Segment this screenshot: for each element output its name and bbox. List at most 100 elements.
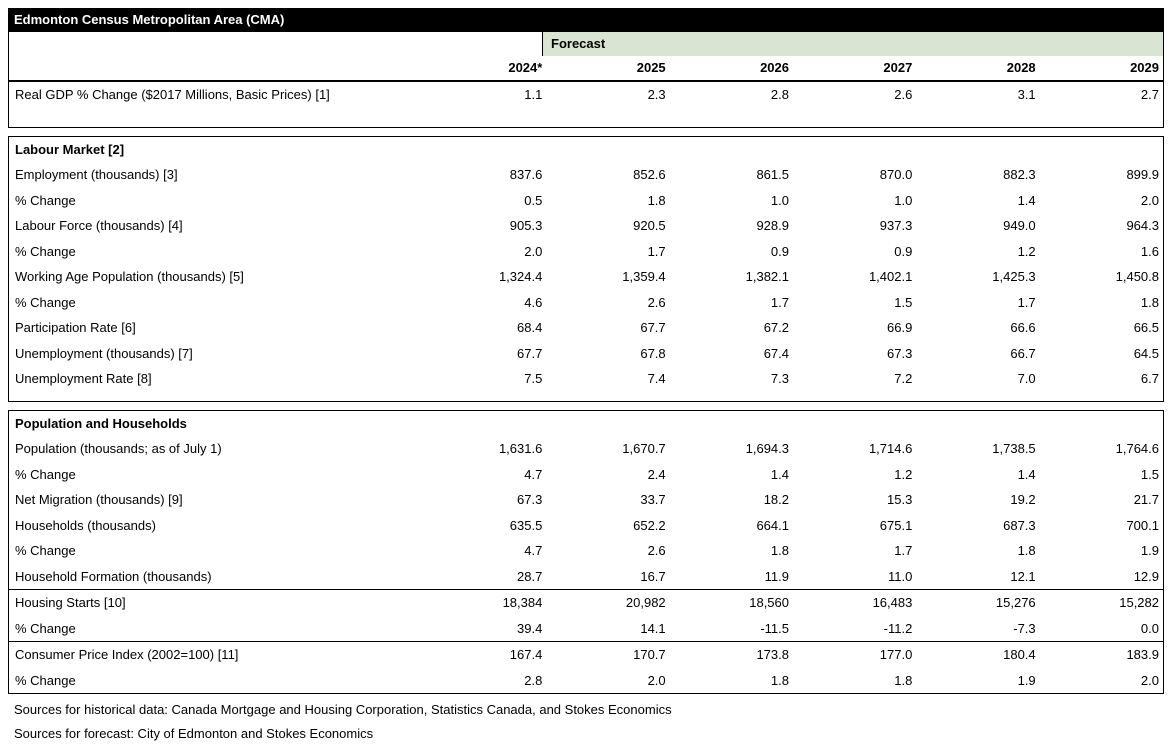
cell-value: 1.6 xyxy=(1140,243,1159,259)
cell-value: -7.3 xyxy=(1013,620,1036,636)
cell-value: 66.6 xyxy=(1010,320,1036,335)
housing-starts-section: Housing Starts [10] 18,384 20,982 18,560 16,… xyxy=(8,590,1164,642)
row-label: % Change xyxy=(15,294,76,310)
cell-value: -11.5 xyxy=(760,620,789,636)
cell-value: 1,382.1 xyxy=(745,269,789,284)
cell-value: 18,384 xyxy=(502,595,543,610)
year-column-header: 2025 xyxy=(636,60,666,75)
table-row: Unemployment Rate [8] 7.5 7.4 7.3 7.2 7.0 6.7 xyxy=(9,366,1163,392)
cell-value: 15,282 xyxy=(1119,595,1159,610)
source-note-forecast: Sources for forecast: City of Edmonton a… xyxy=(14,726,374,741)
cell-value: 920.5 xyxy=(633,218,666,233)
cell-value: 870.0 xyxy=(879,167,913,182)
cell-value: 0.5 xyxy=(524,192,543,208)
cell-value: 67.3 xyxy=(517,492,543,507)
cell-value: 4.7 xyxy=(524,466,543,482)
labour-market-section-header: Labour Market [2] xyxy=(15,141,125,157)
row-label: Household Formation (thousands) xyxy=(15,568,212,584)
table-row: Consumer Price Index (2002=100) [11] 167.… xyxy=(9,642,1163,668)
table-row: Housing Starts [10] 18,384 20,982 18,560 16,… xyxy=(9,590,1163,616)
cell-value: 67.4 xyxy=(763,345,789,361)
cell-value: 1,764.6 xyxy=(1115,441,1159,456)
cell-value: 1.5 xyxy=(1140,466,1159,482)
cell-value: 1.4 xyxy=(770,466,789,482)
forecast-table: Edmonton Census Metropolitan Area (CMA) … xyxy=(8,8,1164,745)
cell-value: 15.3 xyxy=(887,492,913,507)
cell-value: -11.2 xyxy=(883,620,913,636)
row-label: Employment (thousands) [3] xyxy=(15,167,178,182)
cell-value: 1.8 xyxy=(647,192,666,208)
table-row: % Change 4.7 2.4 1.4 1.2 1.4 1.5 xyxy=(9,462,1163,488)
cell-value: 18.2 xyxy=(763,492,789,507)
cell-value: 167.4 xyxy=(509,647,543,662)
row-label: Consumer Price Index (2002=100) [11] xyxy=(15,647,239,662)
row-label: % Change xyxy=(15,672,76,688)
cell-value: 861.5 xyxy=(756,167,789,182)
cell-value: 2.4 xyxy=(647,466,666,482)
cell-value: 1.8 xyxy=(894,672,913,688)
cell-value: 11.0 xyxy=(887,568,913,584)
table-row: Household Formation (thousands) 28.7 16.7 1… xyxy=(9,564,1163,590)
row-label: Unemployment (thousands) [7] xyxy=(15,345,193,361)
cell-value: 1.8 xyxy=(1017,543,1036,558)
cell-value: 21.7 xyxy=(1133,492,1159,507)
cell-value: 39.4 xyxy=(517,620,543,636)
cell-value: 700.1 xyxy=(1126,517,1159,533)
cell-value: 1,631.6 xyxy=(498,441,543,456)
cell-value: 2.6 xyxy=(647,294,666,310)
cell-value: 852.6 xyxy=(633,167,666,182)
cell-value: 28.7 xyxy=(517,568,543,584)
cell-value: 4.7 xyxy=(524,543,543,558)
cell-value: 837.6 xyxy=(509,167,543,182)
cell-value: 64.5 xyxy=(1133,345,1159,361)
cell-value: 652.2 xyxy=(633,517,666,533)
cell-value: 1,738.5 xyxy=(992,441,1036,456)
cell-value: 14.1 xyxy=(640,620,666,636)
cell-value: 66.7 xyxy=(1010,345,1036,361)
cell-value: 0.9 xyxy=(770,243,789,259)
row-label: Housing Starts [10] xyxy=(15,595,126,610)
cell-value: 1.8 xyxy=(770,543,789,558)
cell-value: 177.0 xyxy=(879,647,913,662)
table-row: Net Migration (thousands) [9] 67.3 33.7 18.… xyxy=(9,487,1163,513)
year-header-row: 2024* 2025 2026 2027 2028 2029 xyxy=(9,56,1163,80)
row-label: Participation Rate [6] xyxy=(15,320,136,335)
table-row: % Change 2.0 1.7 0.9 0.9 1.2 1.6 xyxy=(9,239,1163,265)
table-row: % Change 39.4 14.1 -11.5 -11.2 -7.3 0.0 xyxy=(9,616,1163,642)
cell-value: 1,359.4 xyxy=(622,269,666,284)
cell-value: 15,276 xyxy=(995,595,1036,610)
cell-value: 68.4 xyxy=(517,320,543,335)
cell-value: 12.1 xyxy=(1010,568,1036,584)
cell-value: 4.6 xyxy=(524,294,543,310)
cell-value: 180.4 xyxy=(1003,647,1036,662)
cell-value: 2.0 xyxy=(524,243,543,259)
row-label: Real GDP % Change ($2017 Millions, Basic… xyxy=(15,87,330,102)
cell-value: 905.3 xyxy=(509,218,543,233)
cell-value: 1.4 xyxy=(1017,466,1036,482)
cell-value: 1,694.3 xyxy=(745,441,789,456)
cell-value: 183.9 xyxy=(1126,647,1159,662)
cell-value: 899.9 xyxy=(1126,167,1159,182)
cell-value: 20,982 xyxy=(625,595,666,610)
cell-value: 664.1 xyxy=(756,517,789,533)
table-row: Labour Force (thousands) [4] 905.3 920.5 92… xyxy=(9,213,1163,239)
cell-value: 1.2 xyxy=(1017,243,1036,259)
row-label: % Change xyxy=(15,243,76,259)
row-label: Working Age Population (thousands) [5] xyxy=(15,269,244,284)
forecast-label: Forecast xyxy=(551,36,606,51)
cell-value: 1.4 xyxy=(1017,192,1036,208)
year-column-header: 2024* xyxy=(508,60,543,75)
cell-value: 6.7 xyxy=(1140,371,1159,386)
cell-value: 16,483 xyxy=(872,595,913,610)
cell-value: 67.7 xyxy=(640,320,666,335)
cell-value: 675.1 xyxy=(879,517,913,533)
cell-value: 170.7 xyxy=(633,647,666,662)
cell-value: 67.3 xyxy=(887,345,913,361)
cell-value: 67.8 xyxy=(640,345,666,361)
real-gdp-section: Real GDP % Change ($2017 Millions, Basic… xyxy=(8,82,1164,128)
table-title: Edmonton Census Metropolitan Area (CMA) xyxy=(14,12,285,27)
cell-value: 7.3 xyxy=(770,371,789,386)
table-row: Population (thousands; as of July 1) 1,63… xyxy=(9,436,1163,462)
table-row: Real GDP % Change ($2017 Millions, Basic… xyxy=(9,82,1163,108)
cell-value: 687.3 xyxy=(1003,517,1036,533)
